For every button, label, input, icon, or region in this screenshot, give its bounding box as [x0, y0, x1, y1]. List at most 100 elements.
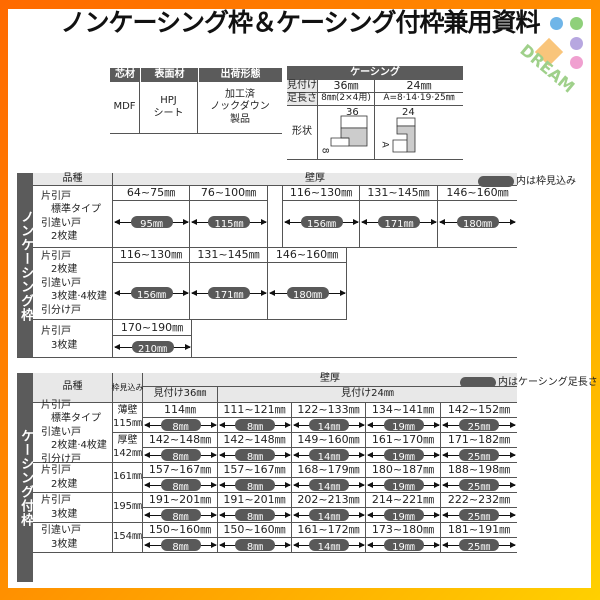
wall-range: 146~160㎜ [268, 248, 347, 263]
dimension-pill: 171㎜ [208, 287, 250, 301]
dimension-pill: 14㎜ [309, 449, 349, 463]
wall-range: 116~130㎜ [283, 186, 360, 201]
legend: 内はケーシング足長さ [460, 373, 598, 388]
casing-36-shape-icon [330, 115, 368, 146]
header-wall: 壁厚 [113, 173, 517, 186]
dimension-pill: 8㎜ [160, 539, 201, 553]
section-label-noncasing: ノンケーシング枠 [17, 173, 33, 358]
dimension-pill: 8㎜ [160, 449, 201, 463]
cell [441, 448, 517, 463]
dimension-pill: 14㎜ [309, 419, 349, 433]
shape-36: 36 8 [318, 106, 375, 160]
wall-range: 188~198㎜ [441, 463, 517, 478]
wall-range: 168~179㎜ [292, 463, 366, 478]
header-shipping: 出荷形態 [199, 68, 282, 82]
shipping-value: 加工済 ノックダウン 製品 [198, 82, 282, 134]
wall-range: 191~201㎜ [218, 493, 292, 508]
wall-range: 116~130㎜ [113, 248, 190, 263]
cell [143, 418, 218, 433]
waku-value: 厚壁 142㎜ [113, 433, 143, 463]
wall-range: 157~167㎜ [218, 463, 292, 478]
wall-range: 173~180㎜ [366, 523, 441, 538]
cell [292, 478, 366, 493]
cell [143, 538, 218, 553]
legend-text: 内はケーシング足長さ [498, 377, 598, 388]
dimension-pill: 25㎜ [459, 479, 499, 493]
header-mitsuke24: 見付け24㎜ [218, 387, 517, 403]
dimension-pill: 14㎜ [309, 539, 349, 553]
product-types: 片引戸 3枚建 [33, 493, 113, 523]
wall-range: 181~191㎜ [441, 523, 517, 538]
wall-range: 64~75㎜ [113, 186, 190, 201]
cell [441, 508, 517, 523]
cell [292, 448, 366, 463]
dimension-pill: 19㎜ [383, 449, 424, 463]
wall-range: 170~190㎜ [113, 320, 192, 336]
header-waku: 枠見込み [112, 373, 144, 403]
dimension-pill: 8㎜ [235, 509, 275, 523]
cell [218, 418, 292, 433]
dimension-pill: 8㎜ [235, 449, 275, 463]
wall-range: 131~145㎜ [360, 186, 438, 201]
cell [366, 418, 441, 433]
cell [366, 508, 441, 523]
dimension-pill: 25㎜ [459, 539, 499, 553]
waku-value: 154㎜ [113, 523, 143, 553]
wall-range: 111~121㎜ [218, 403, 292, 418]
legend-pill-icon [478, 175, 514, 187]
cell [283, 201, 360, 248]
product-types: 片引戸 3枚建 [33, 320, 113, 358]
section-label-casing: ケーシング付枠 [17, 373, 33, 582]
mitsuke-24: 24㎜ [375, 79, 463, 93]
shape-24-dim: 24 [402, 107, 415, 118]
dimension-pill: 8㎜ [235, 479, 275, 493]
dimension-pill: 171㎜ [378, 216, 420, 230]
wall-range: 76~100㎜ [190, 186, 268, 201]
wall-range: 157~167㎜ [143, 463, 218, 478]
cell [143, 508, 218, 523]
dimension-pill: 8㎜ [160, 479, 201, 493]
cell [292, 418, 366, 433]
bottom-rule [17, 357, 517, 358]
dimension-pill: 156㎜ [300, 216, 343, 230]
header-wall: 壁厚 [143, 373, 517, 387]
cell [218, 538, 292, 553]
shape-24: 24 A [375, 106, 463, 160]
header-core: 芯材 [110, 68, 140, 82]
wall-range: 114㎜ [143, 403, 218, 418]
wall-range: 146~160㎜ [438, 186, 517, 201]
wall-range: 214~221㎜ [366, 493, 441, 508]
wall-range: 142~152㎜ [441, 403, 517, 418]
page-title: ノンケーシング枠＆ケーシング付枠兼用資料 [60, 8, 540, 37]
cell [292, 538, 366, 553]
wall-range: 150~160㎜ [143, 523, 218, 538]
product-types: 引違い戸 3枚建 [33, 523, 113, 553]
wall-range: 171~182㎜ [441, 433, 517, 448]
dimension-pill: 8㎜ [235, 419, 275, 433]
dimension-pill: 8㎜ [235, 539, 275, 553]
product-types: 片引戸 標準タイプ 引違い戸 2枚建·4枚建 引分け戸 [33, 400, 113, 465]
cell [218, 448, 292, 463]
leg-36: 8㎜(2×4用) [318, 93, 375, 106]
shape-36-leg: 8 [319, 147, 330, 154]
dimension-pill: 180㎜ [456, 216, 499, 230]
shape-label: 形状 [287, 106, 318, 160]
cell [366, 538, 441, 553]
cell [113, 263, 190, 320]
shape-36-dim: 36 [346, 107, 359, 118]
cell [292, 508, 366, 523]
surface-value: HPJ シート [140, 82, 198, 134]
dimension-pill: 8㎜ [160, 419, 201, 433]
casing-header: ケーシング [287, 66, 463, 80]
mitsuke-label: 見付け [287, 80, 318, 93]
wall-range: 222~232㎜ [441, 493, 517, 508]
wall-range: 142~148㎜ [143, 433, 218, 448]
wall-range: 161~172㎜ [292, 523, 366, 538]
header-surface: 表面材 [141, 68, 198, 82]
wall-range: 202~213㎜ [292, 493, 366, 508]
dimension-pill: 25㎜ [459, 449, 499, 463]
dimension-pill: 95㎜ [130, 216, 173, 230]
casing-24-shape-icon [392, 117, 416, 152]
shape-24-leg: A [379, 141, 390, 148]
dimension-pill: 25㎜ [459, 419, 499, 433]
